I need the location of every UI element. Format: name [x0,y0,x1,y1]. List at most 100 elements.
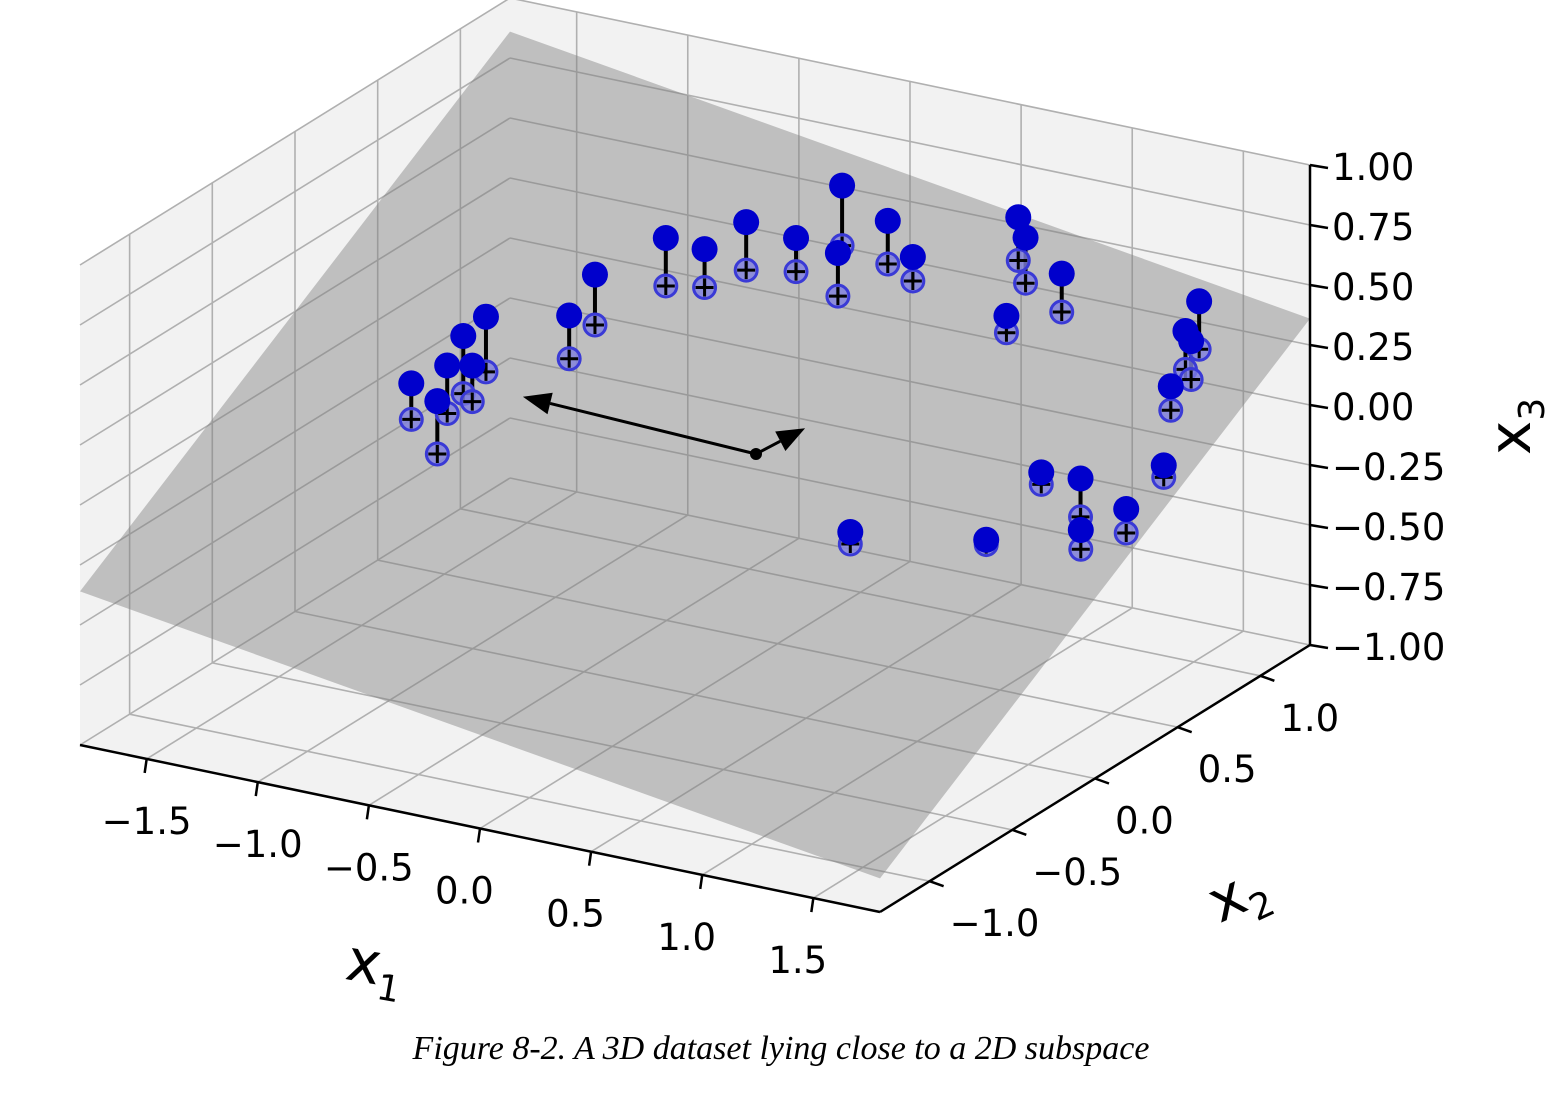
original-point [556,302,583,329]
y-tick-label: 1.0 [1280,697,1339,740]
grid-line-back-z [509,57,1311,226]
original-point [1048,260,1075,287]
projected-marker [1117,523,1136,542]
z-tick-label: −0.50 [1332,506,1445,549]
z-tick-label: 0.25 [1332,326,1414,369]
basis-vector-head [775,428,806,451]
z-tick-label: −0.75 [1332,566,1445,609]
original-point [1067,465,1094,492]
x-tick-mark [254,781,260,797]
grid-line-floor-y [294,610,1096,780]
projected-marker [656,276,675,295]
y-tick-mark [1011,828,1027,837]
projected-marker [1182,370,1201,389]
grid-line-back-z [509,357,1311,526]
original-point [874,207,901,234]
z-tick-mark [1309,523,1329,530]
x-tick-label: −1.0 [213,823,303,866]
tick-labels: −1.5 −1.0 −0.5 0.0 0.5 1.0 1.5 −1.0 −0.5 0.0 0.5 1.… [102,146,1446,982]
basis-vector-shaft [549,402,757,456]
y-tick-label: 0.0 [1115,800,1174,843]
original-point [1067,517,1094,544]
x-tick-label: 1.0 [657,916,716,959]
x-axis-label: x1 [340,926,410,1012]
projected-marker [878,255,897,274]
z-tick-mark [1309,463,1329,470]
y-axis-label: x2 [1197,850,1281,944]
original-point [459,352,486,379]
z-tick-mark [1309,283,1329,290]
original-point [973,526,1000,553]
original-point [1186,288,1213,315]
basis-vectors [522,392,806,461]
projected-marker [402,410,421,429]
grid-lines [79,0,1311,899]
x-tick-label: −0.5 [324,846,414,889]
x-tick-mark [587,851,593,866]
original-point [837,518,864,545]
original-point [1028,459,1055,486]
z-tick-label: 0.75 [1332,206,1414,249]
original-point [1113,495,1140,522]
original-point [1178,328,1205,355]
grid-line-floor-y [212,662,1013,831]
grid-line-left-z [79,297,511,566]
z-axis-label: x3 [1476,398,1553,455]
projected-marker [1052,303,1071,322]
x-tick-label: 1.5 [768,939,827,982]
grid-line-back-z [509,417,1311,586]
original-point [1012,224,1039,251]
z-tick-label: 0.00 [1332,386,1414,429]
z-tick-mark [1309,583,1329,590]
y-tick-mark [929,880,945,888]
z-tick-mark [1309,403,1329,410]
grid-line-floor-y [460,508,1261,677]
original-point [899,243,926,270]
grid-line-left-z [79,477,511,746]
x-tick-label: 0.5 [546,893,605,936]
original-point [1150,452,1177,479]
original-point [733,209,760,236]
y-tick-mark [1177,725,1193,734]
grid-line-floor-y [377,559,1178,728]
original-point [581,261,608,288]
y-tick-label: −1.0 [950,902,1040,945]
projected-marker [560,349,579,368]
basis-origin [749,448,762,461]
x-tick-label: 0.0 [435,870,494,913]
x-tick-mark [476,828,482,843]
projected-marker [695,278,714,297]
original-point [398,370,425,397]
z-tick-label: −1.00 [1332,626,1445,669]
grid-line-back-z [509,477,1311,646]
y-tick-label: 0.5 [1198,748,1257,791]
subspace-plane [80,31,1310,879]
x-tick-mark [698,874,704,890]
z-tick-label: 1.00 [1332,146,1414,189]
projected-marker [1009,251,1028,270]
x-tick-mark [143,758,148,774]
projected-marker [463,392,482,411]
grid-line-left-z [79,237,511,506]
projected-marker [585,316,604,335]
grid-line-back-z [509,297,1311,466]
z-tick-mark [1309,223,1329,230]
grid-line-back-z [515,0,1311,166]
y-tick-label: −0.5 [1032,851,1122,894]
original-point [434,352,461,379]
z-tick-mark [1309,163,1329,170]
original-points [398,172,1213,553]
grid-line-left-z [79,117,511,386]
y-tick-mark [1259,674,1275,682]
original-point [783,225,810,252]
projected-marker [737,261,756,280]
z-tick-label: −0.25 [1332,446,1445,489]
grid-line-back-z [509,117,1311,286]
original-point [691,236,718,263]
original-point [1005,204,1032,231]
grid-line-left-z [79,177,511,446]
projected-marker [1071,540,1090,559]
projected-marker [1161,401,1180,420]
original-point [1157,373,1184,400]
projected-marker [828,287,847,306]
